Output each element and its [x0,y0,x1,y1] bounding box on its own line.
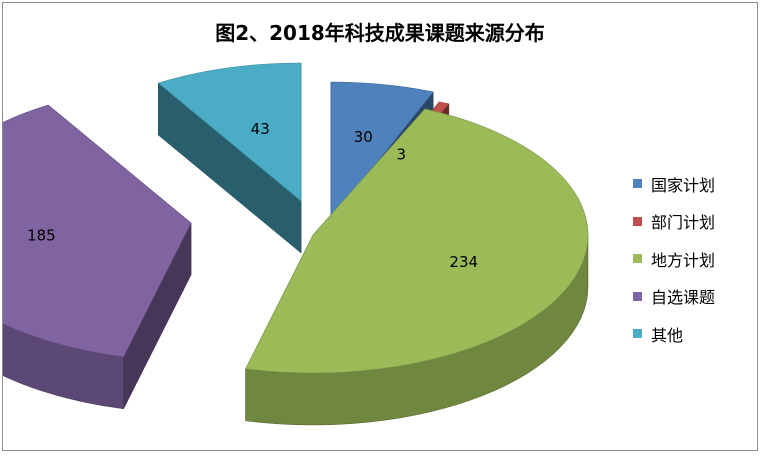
pie-slice-其他 [157,62,302,202]
legend-swatch [633,216,642,226]
legend-label: 地方计划 [651,250,716,270]
legend-label: 国家计划 [651,175,716,195]
legend-swatch [633,179,642,189]
legend-item-部门计划: 部门计划 [633,203,715,241]
legend-label: 部门计划 [651,213,716,233]
legend-swatch [633,329,642,339]
legend-swatch [633,291,642,301]
legend: 国家计划部门计划地方计划自选课题其他 [633,165,715,353]
chart-area: 图2、2018年科技成果课题来源分布 30 3 234 185 43 国家计划部门计划地… [2,2,758,451]
legend-item-国家计划: 国家计划 [633,165,715,203]
legend-swatch [633,254,642,264]
data-label-地方计划: 234 [449,253,478,271]
legend-label: 其他 [651,325,684,345]
legend-item-其他: 其他 [633,315,715,353]
data-label-国家计划: 30 [354,128,373,146]
legend-item-地方计划: 地方计划 [633,240,715,278]
chart-title: 图2、2018年科技成果课题来源分布 [215,21,545,45]
data-label-部门计划: 3 [396,146,406,164]
legend-item-自选课题: 自选课题 [633,278,715,316]
data-label-其他: 43 [251,120,270,138]
pie-slice-自选课题 [3,104,192,358]
legend-label: 自选课题 [651,288,716,308]
data-label-自选课题: 185 [27,226,56,244]
pie-plot: 30 3 234 185 43 [3,62,589,426]
pie-slice-地方计划 [245,108,589,374]
